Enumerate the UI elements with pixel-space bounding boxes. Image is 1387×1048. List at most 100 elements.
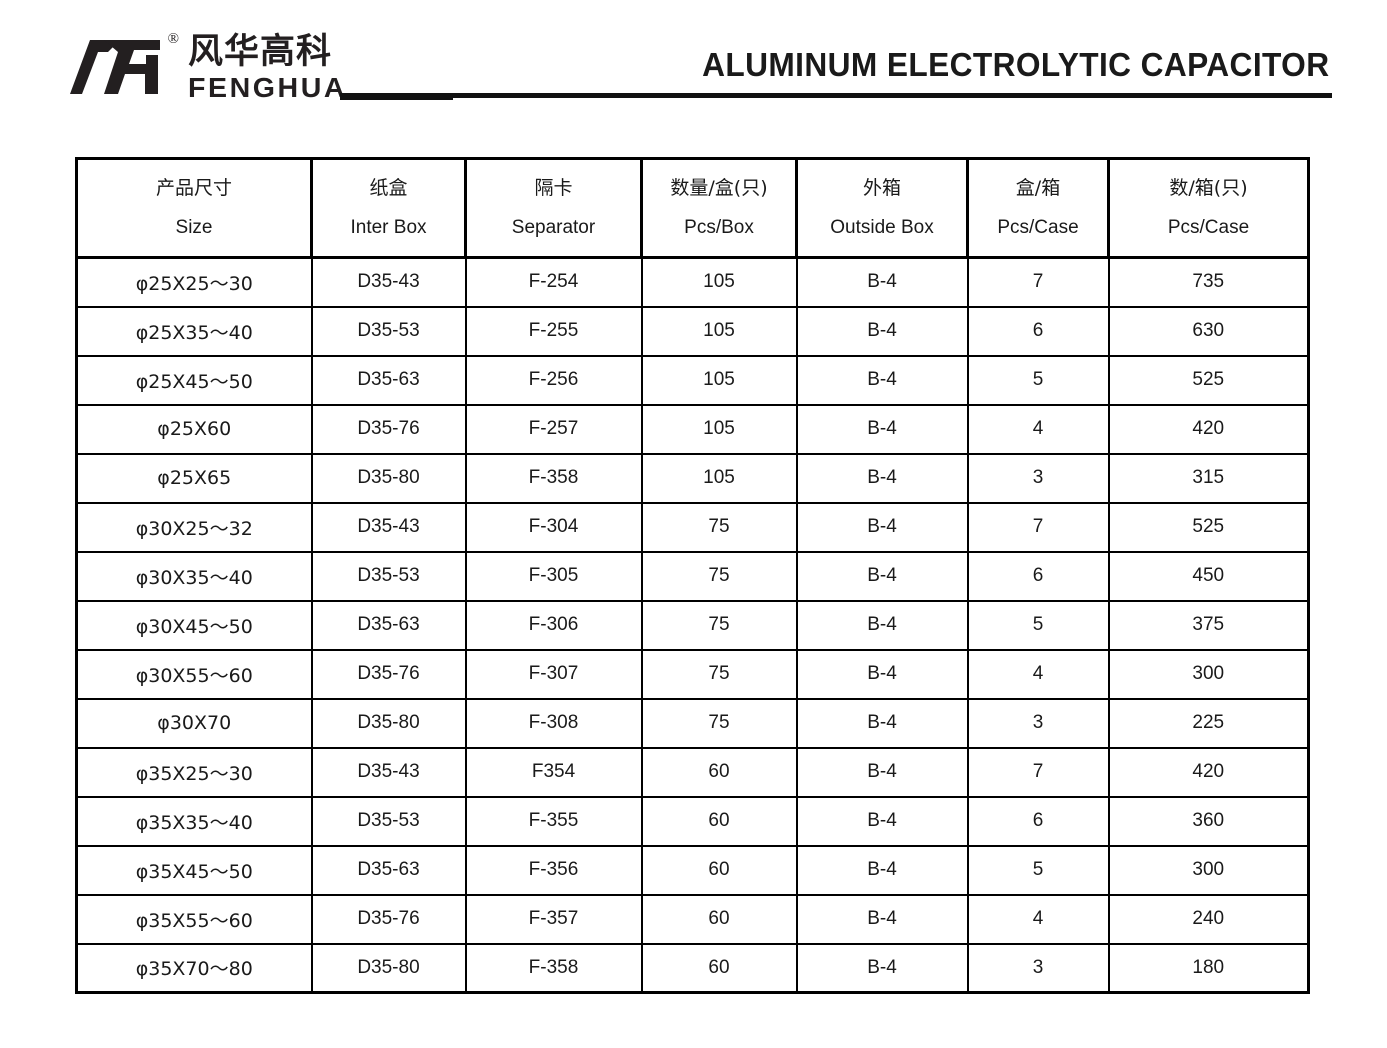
page-header: ® 风华高科 FENGHUA ALUMINUM ELECTROLYTIC CAP… xyxy=(0,0,1387,120)
table-header: 产品尺寸 Size 纸盒 Inter Box 隔卡 Separator 数量/盒… xyxy=(75,157,1310,259)
cell-outside-box: B-4 xyxy=(795,550,969,602)
column-header-inter-box-en: Inter Box xyxy=(350,216,427,238)
table-row: φ30X45～50 D35-63 F-306 75 B-4 5 375 xyxy=(75,599,1310,651)
table-header-row: 产品尺寸 Size 纸盒 Inter Box 隔卡 Separator 数量/盒… xyxy=(75,157,1310,259)
cell-outside-box: B-4 xyxy=(795,452,969,504)
cell-outside-box: B-4 xyxy=(795,893,969,945)
cell-outside-box: B-4 xyxy=(795,746,969,798)
column-header-pcs-box: 数量/盒(只) Pcs/Box xyxy=(640,157,798,259)
cell-pcs-box: 105 xyxy=(640,403,798,455)
cell-separator: F-304 xyxy=(464,501,643,553)
cell-pcs-box: 60 xyxy=(640,942,798,994)
cell-size: φ35X35～40 xyxy=(75,795,313,847)
cell-outside-box: B-4 xyxy=(795,795,969,847)
table-row: φ30X25～32 D35-43 F-304 75 B-4 7 525 xyxy=(75,501,1310,553)
cell-pcs-case: 180 xyxy=(1107,942,1310,994)
cell-pcs-box: 60 xyxy=(640,893,798,945)
cell-box-case: 3 xyxy=(966,697,1110,749)
cell-separator: F-257 xyxy=(464,403,643,455)
cell-pcs-case: 300 xyxy=(1107,648,1310,700)
cell-inter-box: D35-53 xyxy=(310,795,467,847)
cell-size: φ25X45～50 xyxy=(75,354,313,406)
cell-pcs-case: 225 xyxy=(1107,697,1310,749)
registered-trademark-icon: ® xyxy=(167,31,179,47)
cell-size: φ35X55～60 xyxy=(75,893,313,945)
cell-box-case: 4 xyxy=(966,893,1110,945)
column-header-separator-en: Separator xyxy=(511,216,596,238)
column-header-size: 产品尺寸 Size xyxy=(75,157,313,259)
cell-pcs-box: 60 xyxy=(640,746,798,798)
cell-separator: F-305 xyxy=(464,550,643,602)
cell-pcs-box: 75 xyxy=(640,550,798,602)
cell-pcs-case: 525 xyxy=(1107,354,1310,406)
column-header-outside-box-cn: 外箱 xyxy=(862,176,901,199)
fenghua-fh-monogram-logo-icon: ® xyxy=(68,31,180,100)
cell-box-case: 6 xyxy=(966,795,1110,847)
cell-pcs-box: 60 xyxy=(640,795,798,847)
cell-separator: F354 xyxy=(464,746,643,798)
cell-size: φ25X25～30 xyxy=(75,256,313,308)
cell-outside-box: B-4 xyxy=(795,599,969,651)
cell-box-case: 5 xyxy=(966,599,1110,651)
cell-separator: F-254 xyxy=(464,256,643,308)
cell-inter-box: D35-63 xyxy=(310,844,467,896)
cell-pcs-case: 300 xyxy=(1107,844,1310,896)
cell-box-case: 4 xyxy=(966,648,1110,700)
cell-pcs-case: 420 xyxy=(1107,403,1310,455)
cell-separator: F-255 xyxy=(464,305,643,357)
cell-separator: F-306 xyxy=(464,599,643,651)
cell-separator: F-358 xyxy=(464,942,643,994)
column-header-inter-box-cn: 纸盒 xyxy=(369,176,408,199)
cell-separator: F-256 xyxy=(464,354,643,406)
cell-box-case: 3 xyxy=(966,942,1110,994)
cell-pcs-case: 525 xyxy=(1107,501,1310,553)
column-header-size-en: Size xyxy=(175,216,213,238)
cell-size: φ30X70 xyxy=(75,697,313,749)
cell-inter-box: D35-76 xyxy=(310,648,467,700)
cell-box-case: 5 xyxy=(966,354,1110,406)
cell-box-case: 3 xyxy=(966,452,1110,504)
cell-size: φ25X60 xyxy=(75,403,313,455)
column-header-outside-box: 外箱 Outside Box xyxy=(795,157,969,259)
cell-outside-box: B-4 xyxy=(795,354,969,406)
cell-box-case: 6 xyxy=(966,550,1110,602)
brand-name-en: FENGHUA xyxy=(188,71,348,103)
column-header-pcs-case: 数/箱(只) Pcs/Case xyxy=(1107,157,1310,259)
cell-pcs-box: 105 xyxy=(640,256,798,308)
cell-inter-box: D35-53 xyxy=(310,550,467,602)
cell-pcs-box: 60 xyxy=(640,844,798,896)
column-header-box-case-cn: 盒/箱 xyxy=(1015,176,1061,199)
cell-size: φ35X25～30 xyxy=(75,746,313,798)
table-row: φ35X70～80 D35-80 F-358 60 B-4 3 180 xyxy=(75,942,1310,994)
table-row: φ30X35～40 D35-53 F-305 75 B-4 6 450 xyxy=(75,550,1310,602)
cell-pcs-case: 315 xyxy=(1107,452,1310,504)
table-row: φ25X60 D35-76 F-257 105 B-4 4 420 xyxy=(75,403,1310,455)
cell-inter-box: D35-43 xyxy=(310,746,467,798)
cell-inter-box: D35-43 xyxy=(310,501,467,553)
column-header-pcs-case-cn: 数/箱(只) xyxy=(1169,176,1248,199)
cell-inter-box: D35-80 xyxy=(310,697,467,749)
cell-separator: F-357 xyxy=(464,893,643,945)
cell-outside-box: B-4 xyxy=(795,697,969,749)
table-row: φ35X55～60 D35-76 F-357 60 B-4 4 240 xyxy=(75,893,1310,945)
table-row: φ30X55～60 D35-76 F-307 75 B-4 4 300 xyxy=(75,648,1310,700)
cell-inter-box: D35-43 xyxy=(310,256,467,308)
cell-size: φ25X35～40 xyxy=(75,305,313,357)
cell-size: φ25X65 xyxy=(75,452,313,504)
cell-separator: F-355 xyxy=(464,795,643,847)
cell-size: φ35X45～50 xyxy=(75,844,313,896)
cell-outside-box: B-4 xyxy=(795,403,969,455)
brand-name-cn: 风华高科 xyxy=(188,32,333,72)
cell-pcs-case: 420 xyxy=(1107,746,1310,798)
cell-separator: F-307 xyxy=(464,648,643,700)
cell-pcs-box: 105 xyxy=(640,354,798,406)
table-row: φ25X65 D35-80 F-358 105 B-4 3 315 xyxy=(75,452,1310,504)
header-divider xyxy=(340,93,1332,100)
packaging-spec-table-wrap: 产品尺寸 Size 纸盒 Inter Box 隔卡 Separator 数量/盒… xyxy=(75,157,1310,994)
cell-pcs-box: 75 xyxy=(640,648,798,700)
cell-size: φ30X45～50 xyxy=(75,599,313,651)
cell-separator: F-358 xyxy=(464,452,643,504)
column-header-inter-box: 纸盒 Inter Box xyxy=(310,157,467,259)
table-row: φ35X25～30 D35-43 F354 60 B-4 7 420 xyxy=(75,746,1310,798)
cell-pcs-box: 75 xyxy=(640,599,798,651)
